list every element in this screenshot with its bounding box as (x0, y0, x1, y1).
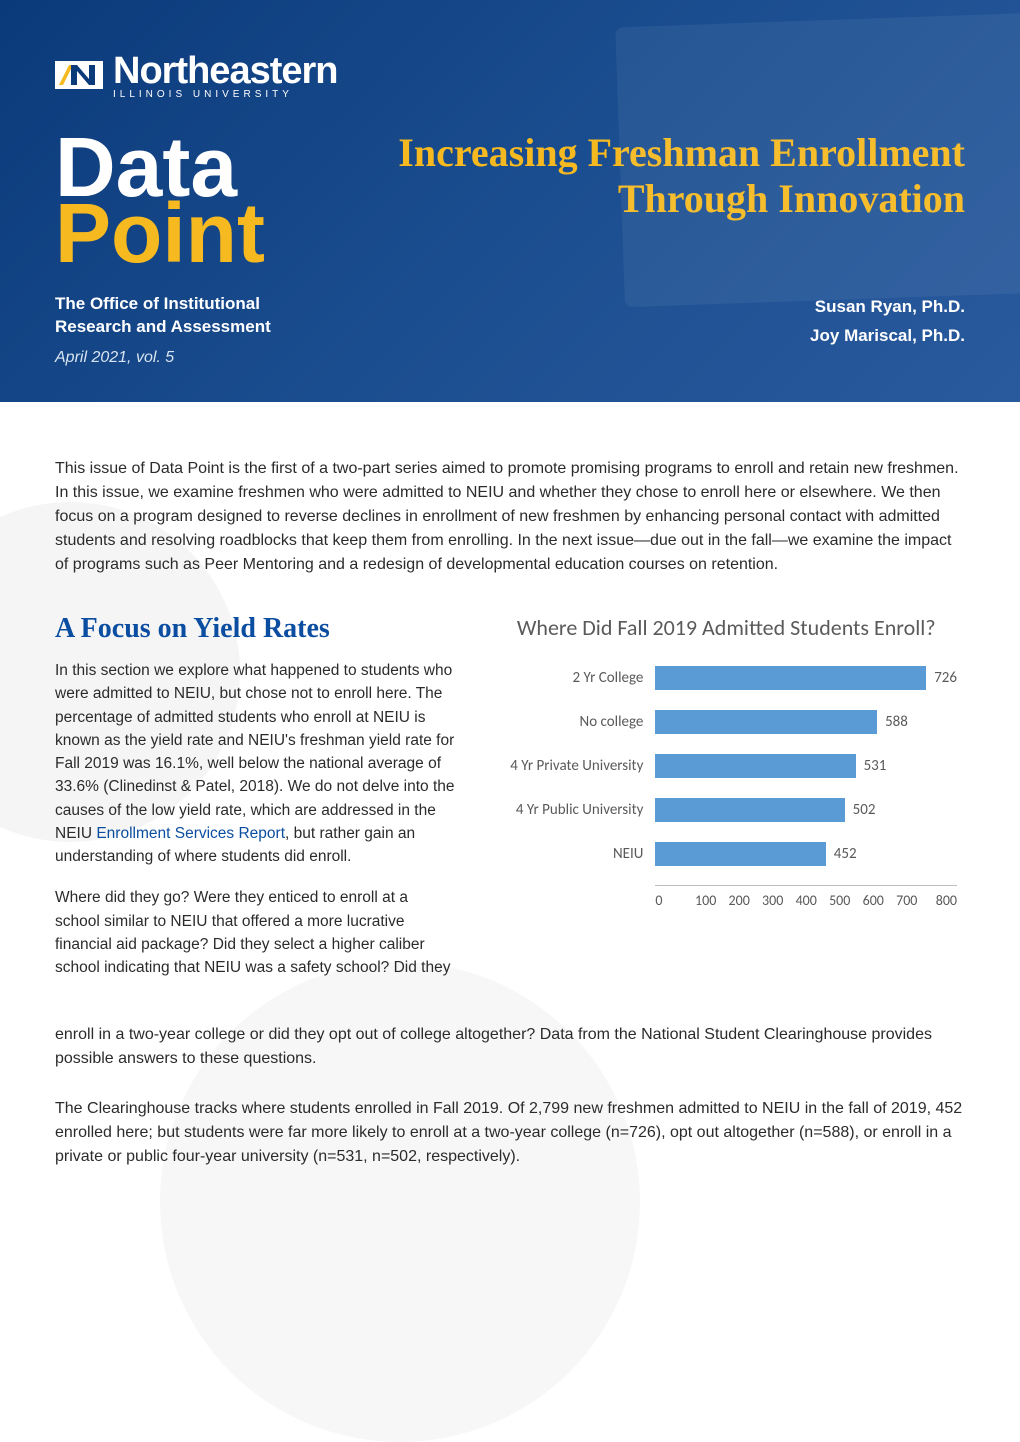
bar-label: 2 Yr College (495, 669, 655, 687)
left-column: A Focus on Yield Rates In this section w… (55, 613, 455, 997)
logo-icon (55, 57, 103, 93)
title-row: Data Point Increasing Freshman Enrollmen… (55, 130, 965, 271)
bar-value: 502 (853, 801, 876, 819)
bar-value: 588 (885, 713, 908, 731)
bar-label: 4 Yr Private University (495, 757, 655, 775)
bar-fill (655, 666, 926, 690)
x-tick: 600 (856, 892, 890, 909)
document-header: Northeastern ILLINOIS UNIVERSITY Data Po… (0, 0, 1020, 402)
date-volume: April 2021, vol. 5 (55, 349, 335, 367)
bar-track: 588 (655, 709, 957, 735)
x-tick: 800 (924, 892, 958, 909)
clearinghouse-para: The Clearinghouse tracks where students … (55, 1097, 965, 1169)
bar-fill (655, 798, 844, 822)
bar-chart: 2 Yr College 726 No college 588 4 Yr Private… (487, 665, 965, 909)
bar-track: 452 (655, 841, 957, 867)
brand-word-point: Point (55, 196, 265, 272)
authors-block: Susan Ryan, Ph.D. Joy Mariscal, Ph.D. (810, 293, 965, 351)
section-title: A Focus on Yield Rates (55, 613, 455, 645)
bar-track: 531 (655, 753, 957, 779)
yield-para-1: In this section we explore what happened… (55, 659, 455, 868)
bar-track: 726 (655, 665, 957, 691)
body-content: This issue of Data Point is the first of… (0, 402, 1020, 1229)
bar-row: No college 588 (495, 709, 957, 735)
merged-continuation-para: enroll in a two-year college or did they… (55, 1023, 965, 1071)
x-tick: 200 (722, 892, 756, 909)
bar-fill (655, 754, 855, 778)
logo-text: Northeastern ILLINOIS UNIVERSITY (113, 50, 338, 100)
bar-label: NEIU (495, 845, 655, 863)
x-tick: 300 (756, 892, 790, 909)
chart-x-axis: 0100200300400500600700800 (655, 885, 957, 909)
bar-row: NEIU 452 (495, 841, 957, 867)
bar-fill (655, 842, 825, 866)
chart-title: Where Did Fall 2019 Admitted Students En… (487, 613, 965, 643)
author-2: Joy Mariscal, Ph.D. (810, 322, 965, 351)
author-1: Susan Ryan, Ph.D. (810, 293, 965, 322)
logo-main-text: Northeastern (113, 50, 338, 93)
bar-track: 502 (655, 797, 957, 823)
bar-label: 4 Yr Public University (495, 801, 655, 819)
bar-label: No college (495, 713, 655, 731)
publication-title: Data Point (55, 130, 265, 271)
enrollment-services-link[interactable]: Enrollment Services Report (96, 825, 285, 842)
intro-paragraph: This issue of Data Point is the first of… (55, 457, 965, 577)
yield-para-2: Where did they go? Were they enticed to … (55, 886, 455, 979)
x-tick: 400 (789, 892, 823, 909)
bar-value: 452 (834, 845, 857, 863)
header-meta-row: The Office of Institutional Research and… (55, 293, 965, 367)
x-tick: 100 (689, 892, 723, 909)
office-block: The Office of Institutional Research and… (55, 293, 335, 367)
bar-fill (655, 710, 877, 734)
right-column: Where Did Fall 2019 Admitted Students En… (487, 613, 965, 909)
university-logo: Northeastern ILLINOIS UNIVERSITY (55, 50, 965, 100)
x-tick: 500 (823, 892, 857, 909)
x-tick: 700 (890, 892, 924, 909)
bar-row: 4 Yr Private University 531 (495, 753, 957, 779)
issue-title: Increasing Freshman Enrollment Through I… (295, 130, 965, 222)
office-label: The Office of Institutional Research and… (55, 293, 335, 339)
two-column-section: A Focus on Yield Rates In this section w… (55, 613, 965, 997)
bar-row: 4 Yr Public University 502 (495, 797, 957, 823)
bar-row: 2 Yr College 726 (495, 665, 957, 691)
yield-para-1a: In this section we explore what happened… (55, 662, 455, 842)
bar-value: 531 (864, 757, 887, 775)
bar-value: 726 (934, 669, 957, 687)
x-tick: 0 (655, 892, 689, 909)
